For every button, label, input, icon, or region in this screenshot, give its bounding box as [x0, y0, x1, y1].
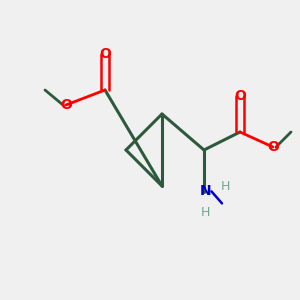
Text: O: O [267, 140, 279, 154]
Text: H: H [220, 179, 230, 193]
Text: H: H [201, 206, 210, 220]
Text: N: N [200, 184, 211, 198]
Text: O: O [60, 98, 72, 112]
Text: O: O [99, 47, 111, 61]
Text: O: O [234, 89, 246, 103]
